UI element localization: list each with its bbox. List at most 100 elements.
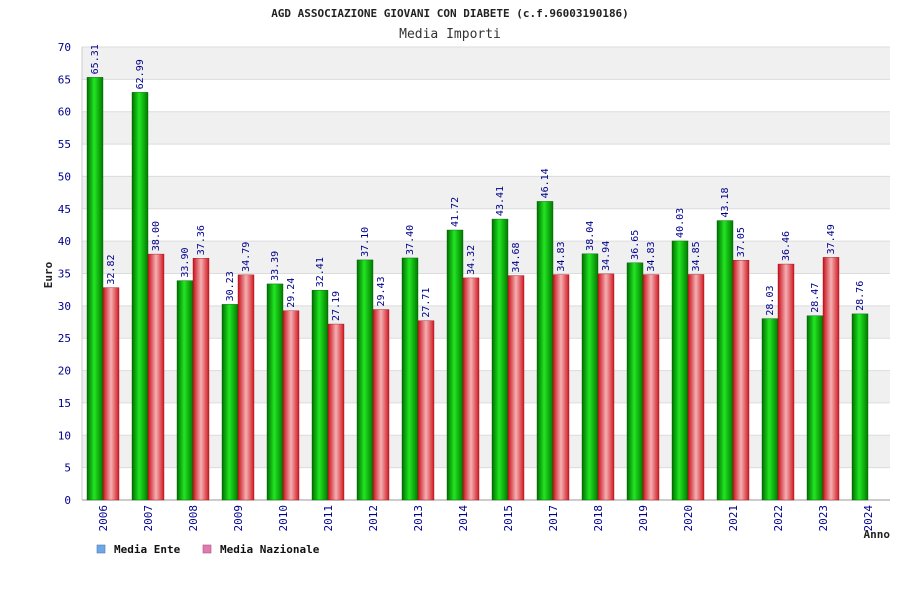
bar-media-ente-2014 [446,229,464,501]
y-tick-label: 55 [58,138,71,151]
bar-media-ente-2007 [131,92,149,501]
data-label: 37.05 [736,227,747,257]
bar-media-nazionale-2006 [102,287,120,501]
x-tick-label: 2011 [322,505,335,532]
data-label: 46.14 [540,168,551,198]
y-tick-label: 50 [58,170,71,183]
bar-media-ente-2024 [851,313,869,501]
bar-media-ente-2021 [716,220,734,501]
data-label: 30.23 [225,271,236,301]
x-axis-label: Anno [864,528,891,541]
legend-swatch-media-nazionale [202,544,212,554]
y-tick-label: 35 [58,268,71,281]
data-label: 41.72 [450,197,461,227]
x-tick-label: 2014 [457,505,470,532]
bar-media-nazionale-2021 [732,260,750,501]
x-tick-label: 2021 [727,505,740,532]
x-tick-label: 2024 [862,505,875,532]
bar-media-ente-2019 [626,262,644,501]
bar-series: 65.31 32.82 62.99 38.00 33.90 37.36 30.23 34.79… [86,44,869,501]
data-label: 36.65 [630,230,641,260]
bar-media-ente-2006 [86,77,104,501]
grid-band [82,370,890,403]
data-label: 36.46 [781,231,792,261]
data-label: 37.40 [405,225,416,255]
bar-media-nazionale-2011 [327,323,345,501]
y-tick-label: 60 [58,106,71,119]
data-label: 33.90 [180,248,191,278]
grid-band [82,79,890,112]
x-tick-label: 2012 [367,505,380,532]
legend: Media Ente Media Nazionale [96,543,320,556]
data-label: 37.49 [826,224,837,254]
data-label: 65.31 [90,44,101,74]
bar-media-ente-2009 [221,304,239,501]
legend-label-media-nazionale: Media Nazionale [220,543,320,556]
bar-media-ente-2015 [491,218,509,501]
data-label: 34.79 [241,242,252,272]
grid-band [82,241,890,274]
x-tick-label: 2008 [187,505,200,532]
bar-media-nazionale-2014 [462,277,480,501]
legend-swatch-media-ente [96,544,106,554]
bar-media-ente-2023 [806,315,824,501]
y-tick-label: 20 [58,365,71,378]
data-label: 29.24 [286,278,297,308]
bar-media-nazionale-2019 [642,274,660,501]
data-label: 28.76 [855,281,866,311]
x-tick-label: 2022 [772,505,785,532]
y-tick-label: 25 [58,332,71,345]
bar-media-nazionale-2017 [552,274,570,501]
bar-media-nazionale-2010 [282,310,300,501]
bar-media-ente-2008 [176,280,194,501]
bar-media-nazionale-2022 [777,263,795,501]
bar-media-ente-2017 [536,201,554,501]
x-tick-label: 2009 [232,505,245,532]
bar-media-ente-2013 [401,257,419,501]
y-tick-label: 65 [58,73,71,86]
data-label: 38.04 [585,221,596,251]
y-tick-label: 15 [58,397,71,410]
bar-media-ente-2022 [761,318,779,501]
data-label: 28.47 [810,283,821,313]
grid-band [82,144,890,177]
data-label: 34.85 [691,241,702,271]
bar-media-ente-2010 [266,283,284,501]
grid-band [82,208,890,242]
data-label: 34.94 [601,241,612,271]
y-tick-label: 40 [58,235,71,248]
data-label: 32.41 [315,257,326,287]
grid-band [82,467,890,500]
data-label: 34.83 [646,241,657,271]
data-label: 37.10 [360,227,371,257]
x-axis-ticks: 2006 2007 2008 2009 2010 2011 2012 2013 2014 2015… [97,505,875,532]
grid-band [82,435,890,468]
data-label: 34.83 [556,241,567,271]
data-label: 43.41 [495,186,506,216]
bar-media-nazionale-2023 [822,257,840,501]
bar-media-nazionale-2008 [192,258,210,501]
grid-band [82,402,890,436]
x-tick-label: 2023 [817,505,830,532]
bar-media-ente-2020 [671,240,689,501]
y-tick-label: 10 [58,429,71,442]
y-tick-label: 0 [64,494,71,507]
x-tick-label: 2013 [412,505,425,532]
bar-media-nazionale-2018 [597,273,615,501]
data-label: 33.39 [270,251,281,281]
bar-media-nazionale-2020 [687,274,705,501]
data-label: 27.19 [331,291,342,321]
y-tick-label: 30 [58,300,71,313]
x-tick-label: 2020 [682,505,695,532]
x-tick-label: 2006 [97,505,110,532]
x-tick-label: 2007 [142,505,155,532]
y-tick-label: 70 [58,41,71,54]
data-label: 34.68 [511,242,522,272]
y-tick-label: 45 [58,203,71,216]
bar-media-ente-2012 [356,259,374,501]
data-label: 34.32 [466,245,477,275]
chart-subtitle: Media Importi [399,27,501,42]
bar-media-nazionale-2007 [147,253,165,501]
